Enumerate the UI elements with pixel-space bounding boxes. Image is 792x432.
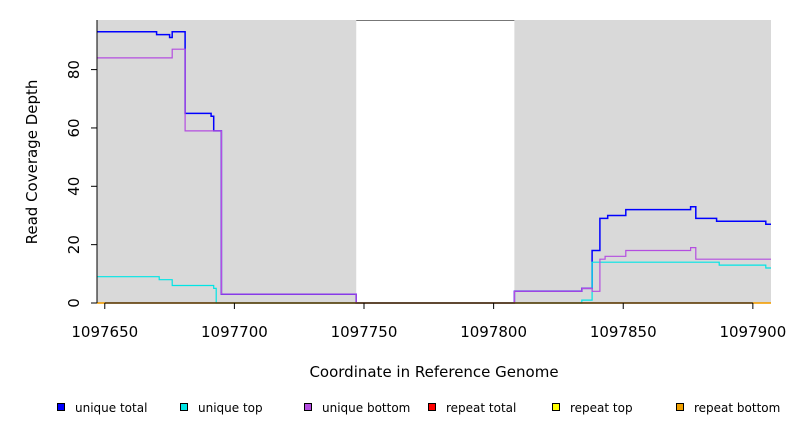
x-axis-title: Coordinate in Reference Genome (309, 363, 558, 381)
x-tick-label: 1097850 (590, 323, 657, 341)
x-tick-label: 1097650 (71, 323, 138, 341)
shaded-region-left (97, 20, 357, 303)
plot-background (97, 20, 771, 303)
legend-swatch-repeat-bottom (676, 403, 684, 411)
legend-swatch-repeat-top (552, 403, 560, 411)
legend-label-repeat-bottom: repeat bottom (694, 401, 780, 415)
legend-label-unique-bottom: unique bottom (322, 401, 410, 415)
y-tick-label: 0 (65, 298, 83, 308)
legend-swatch-unique-total (57, 403, 65, 411)
x-tick-label: 1097800 (460, 323, 527, 341)
legend-label-unique-total: unique total (75, 401, 147, 415)
legend-swatch-unique-top (180, 403, 188, 411)
legend-swatch-unique-bottom (304, 403, 312, 411)
x-tick-label: 1097750 (331, 323, 398, 341)
y-axis-title: Read Coverage Depth (23, 80, 41, 245)
y-tick-label: 80 (65, 60, 83, 79)
x-tick-label: 1097700 (201, 323, 268, 341)
y-tick-label: 60 (65, 118, 83, 137)
legend: unique total unique top unique bottom repea… (57, 401, 780, 415)
x-tick-label: 1097900 (719, 323, 786, 341)
y-tick-label: 40 (65, 177, 83, 196)
legend-label-repeat-total: repeat total (446, 401, 516, 415)
series-line-unique-bottom (97, 48, 771, 304)
legend-label-repeat-top: repeat top (570, 401, 633, 415)
shaded-region-right (514, 20, 771, 303)
legend-label-unique-top: unique top (198, 401, 263, 415)
legend-swatch-repeat-total (428, 403, 436, 411)
axes: 0 20 40 60 80 1097650 1097700 1097750 1097800 109… (65, 20, 786, 341)
y-tick-label: 20 (65, 235, 83, 254)
